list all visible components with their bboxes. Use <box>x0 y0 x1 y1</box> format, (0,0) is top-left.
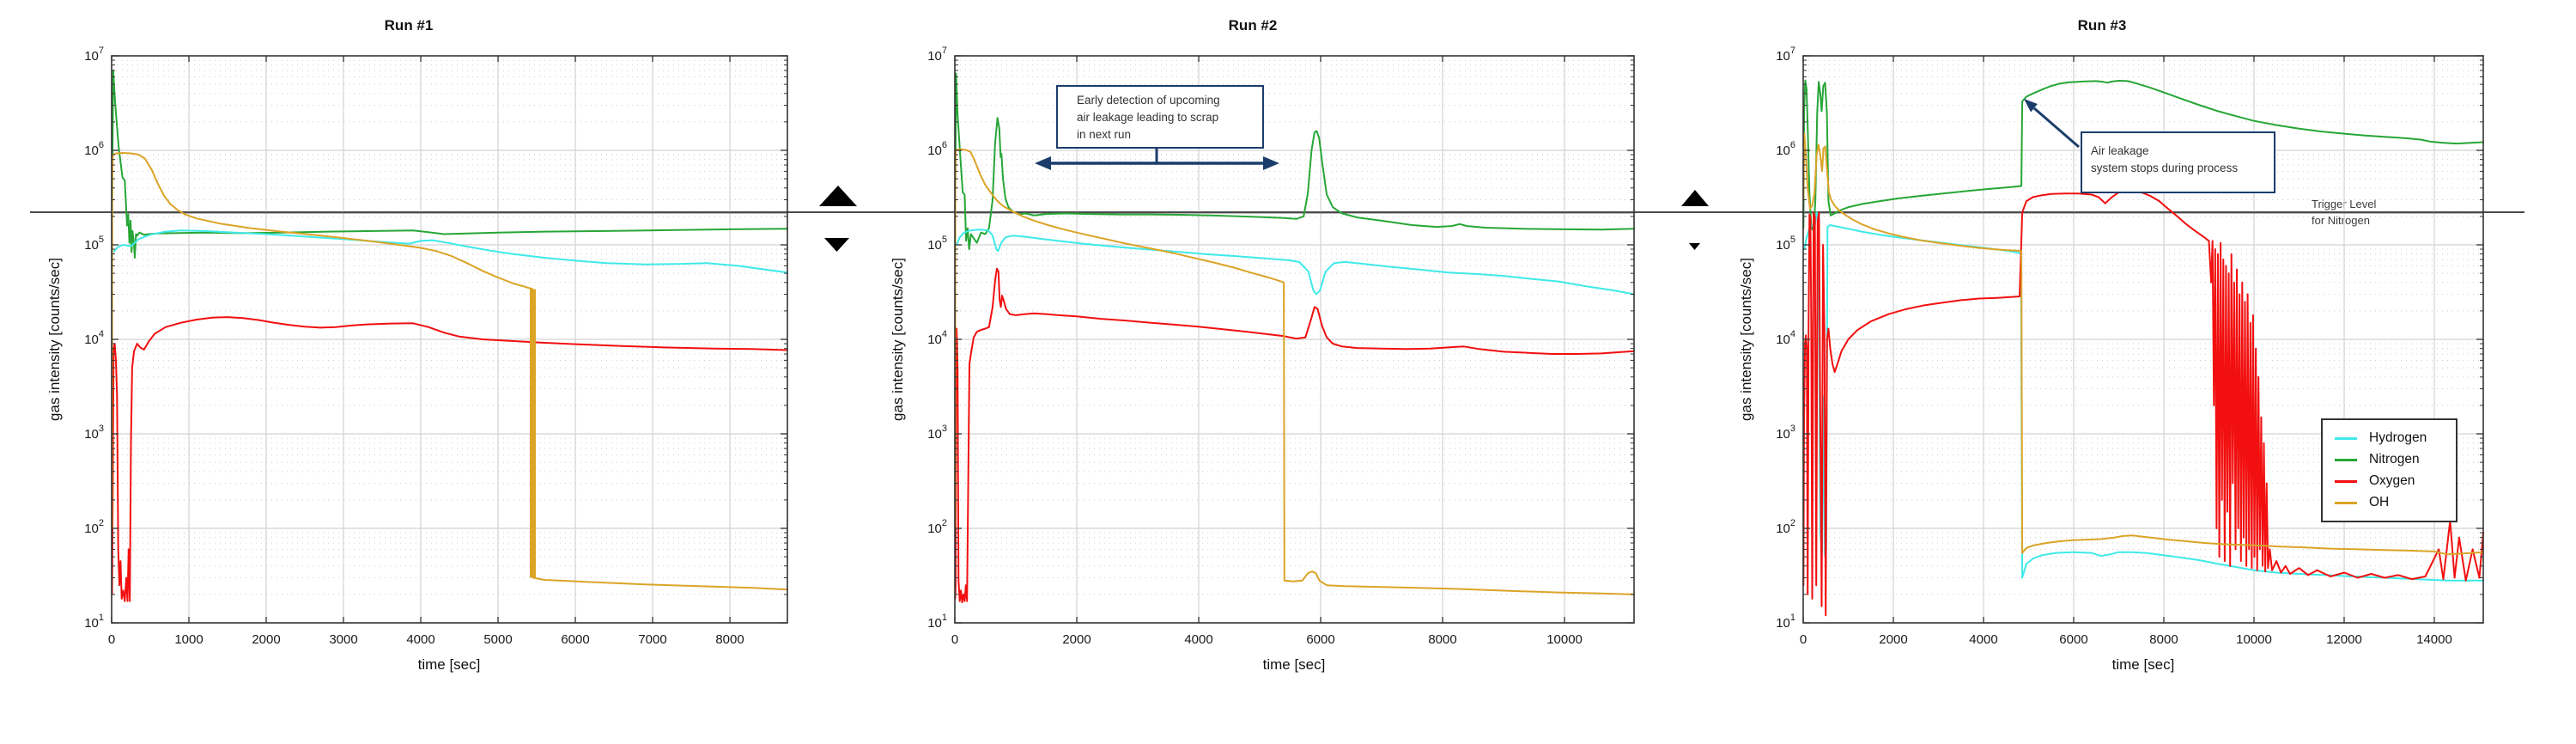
legend-item-nitrogen: Nitrogen <box>2335 452 2451 467</box>
run2-annotation-box: Early detection of upcoming air leakage … <box>1056 85 1264 149</box>
legend-item-oh: OH <box>2335 495 2451 510</box>
run3-annotation-arrow <box>2024 99 2080 149</box>
svg-text:101: 101 <box>1776 613 1795 631</box>
run2-yaxis-label: gas intensity [counts/sec] <box>890 258 906 421</box>
run2-xaxis-label: time [sec] <box>1262 656 1326 673</box>
run2-title: Run #2 <box>1228 17 1278 34</box>
arrow-left-icon <box>1035 156 1051 170</box>
run1-title: Run #1 <box>384 17 434 34</box>
svg-text:7000: 7000 <box>638 632 666 647</box>
svg-text:104: 104 <box>927 329 947 347</box>
run1-xaxis-label: time [sec] <box>417 656 481 673</box>
svg-text:107: 107 <box>927 46 947 64</box>
svg-text:104: 104 <box>84 329 104 347</box>
run3-yaxis-label: gas intensity [counts/sec] <box>1738 258 1754 421</box>
svg-text:106: 106 <box>927 140 947 158</box>
triangle-up-icon-1 <box>819 186 857 206</box>
run2-annotation-arrow <box>1035 148 1279 170</box>
hydrogen-line-swatch <box>2335 436 2357 440</box>
svg-text:105: 105 <box>927 235 947 253</box>
legend-label: Hydrogen <box>2369 430 2427 445</box>
legend-label: Oxygen <box>2369 473 2415 488</box>
svg-text:6000: 6000 <box>2059 632 2087 647</box>
svg-text:5000: 5000 <box>483 632 512 647</box>
svg-text:6000: 6000 <box>1306 632 1334 647</box>
legend-item-hydrogen: Hydrogen <box>2335 430 2451 446</box>
triangle-down-icon-2 <box>1689 243 1700 250</box>
svg-text:102: 102 <box>1776 518 1795 536</box>
run1-yaxis-label: gas intensity [counts/sec] <box>46 258 63 421</box>
svg-text:107: 107 <box>84 46 104 64</box>
arrow-right-icon <box>1263 156 1279 170</box>
svg-text:0: 0 <box>1800 632 1807 647</box>
svg-text:106: 106 <box>1776 140 1795 158</box>
svg-text:0: 0 <box>951 632 958 647</box>
svg-text:3000: 3000 <box>329 632 357 647</box>
svg-text:103: 103 <box>927 424 947 442</box>
svg-text:12000: 12000 <box>2326 632 2362 647</box>
arrow-up-left-icon <box>2024 99 2038 113</box>
run3-title: Run #3 <box>2077 17 2127 34</box>
svg-text:6000: 6000 <box>561 632 589 647</box>
run3-annotation-box: Air leakage system stops during process <box>2081 131 2275 193</box>
legend-item-oxygen: Oxygen <box>2335 473 2451 489</box>
svg-text:10000: 10000 <box>1546 632 1583 647</box>
svg-text:104: 104 <box>1776 329 1795 347</box>
svg-text:102: 102 <box>84 518 104 536</box>
svg-text:101: 101 <box>927 613 947 631</box>
svg-text:8000: 8000 <box>1428 632 1456 647</box>
svg-text:2000: 2000 <box>1879 632 1907 647</box>
oxygen-line-swatch <box>2335 479 2357 483</box>
oh-line-swatch <box>2335 501 2357 504</box>
svg-text:14000: 14000 <box>2416 632 2452 647</box>
svg-text:107: 107 <box>1776 46 1795 64</box>
svg-text:105: 105 <box>1776 235 1795 253</box>
svg-text:106: 106 <box>84 140 104 158</box>
triangle-down-icon-1 <box>824 238 849 252</box>
legend-label: Nitrogen <box>2369 452 2420 467</box>
svg-text:2000: 2000 <box>1062 632 1091 647</box>
svg-text:103: 103 <box>1776 424 1795 442</box>
svg-text:8000: 8000 <box>2149 632 2178 647</box>
run3-xaxis-label: time [sec] <box>2111 656 2175 673</box>
svg-text:103: 103 <box>84 424 104 442</box>
svg-text:8000: 8000 <box>715 632 744 647</box>
svg-text:2000: 2000 <box>252 632 280 647</box>
legend: Hydrogen Nitrogen Oxygen OH <box>2321 418 2458 522</box>
svg-text:4000: 4000 <box>406 632 434 647</box>
svg-text:4000: 4000 <box>1969 632 1997 647</box>
svg-text:105: 105 <box>84 235 104 253</box>
svg-text:4000: 4000 <box>1184 632 1212 647</box>
svg-text:101: 101 <box>84 613 104 631</box>
trigger-level-label: Trigger Level for Nitrogen <box>2312 198 2377 227</box>
svg-text:102: 102 <box>927 518 947 536</box>
svg-text:10000: 10000 <box>2236 632 2272 647</box>
legend-label: OH <box>2369 495 2390 509</box>
trigger-level-line <box>30 211 2524 213</box>
svg-text:0: 0 <box>108 632 115 647</box>
svg-text:1000: 1000 <box>174 632 203 647</box>
nitrogen-line-swatch <box>2335 458 2357 461</box>
triangle-up-icon-2 <box>1681 190 1709 206</box>
